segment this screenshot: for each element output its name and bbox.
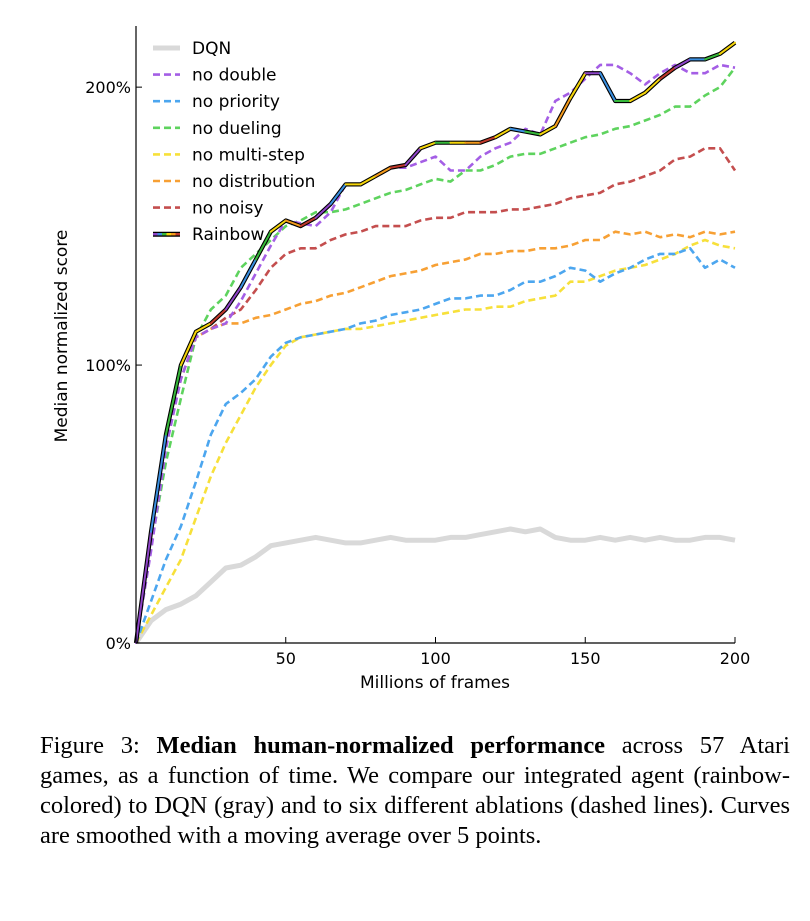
x-tick-label: 150 bbox=[570, 649, 601, 668]
caption-prefix: Figure 3: bbox=[40, 732, 157, 759]
series-segment-rainbow bbox=[554, 97, 572, 128]
figure-caption: Figure 3: Median human-normalized perfor… bbox=[40, 731, 790, 851]
series-segment-rainbow bbox=[314, 202, 332, 219]
y-axis-label: Median normalized score bbox=[52, 230, 72, 443]
series-segment-rainbow bbox=[374, 166, 392, 178]
series-segment-rainbow bbox=[629, 91, 647, 102]
x-tick-label: 200 bbox=[720, 649, 751, 668]
caption-bold: Median human-normalized performance bbox=[156, 732, 606, 759]
series-segment-rainbow bbox=[419, 141, 437, 150]
y-tick-label: 100% bbox=[85, 356, 131, 375]
series-segment-rainbow bbox=[539, 125, 557, 136]
series-segment-rainbow bbox=[135, 530, 152, 644]
series-line-no-distribution bbox=[134, 230, 736, 644]
series-segment-rainbow bbox=[194, 322, 212, 333]
plot-lines bbox=[133, 41, 737, 645]
series-line-no-double bbox=[134, 63, 736, 644]
x-tick-label: 50 bbox=[276, 649, 296, 668]
series-segment-rainbow bbox=[389, 164, 407, 169]
series-segment-rainbow bbox=[644, 77, 662, 94]
series-segment-rainbow bbox=[299, 216, 317, 228]
series-segment-rainbow bbox=[269, 219, 287, 233]
series-segment-rainbow bbox=[524, 130, 542, 136]
series-segment-rainbow bbox=[329, 183, 347, 205]
series-segment-rainbow bbox=[359, 175, 377, 186]
series-segment-rainbow bbox=[239, 258, 257, 289]
series-segment-rainbow bbox=[569, 72, 587, 100]
series-segment-rainbow bbox=[179, 330, 197, 367]
caption-body: across 57 Atari games, as a function of … bbox=[40, 732, 790, 849]
series-segment-rainbow bbox=[674, 58, 692, 69]
series-line-no-multi-step bbox=[134, 238, 736, 644]
series-segment-rainbow bbox=[164, 364, 182, 436]
chart: 50 100 150 200 0% 100% 200% Millions of frames… bbox=[52, 26, 750, 693]
x-tick-label: 100 bbox=[420, 649, 451, 668]
series-segment-rainbow bbox=[704, 52, 721, 61]
series-segment-rainbow bbox=[209, 308, 227, 325]
x-axis-label: Millions of frames bbox=[360, 673, 510, 693]
series-segment-rainbow bbox=[150, 433, 167, 533]
series-segment-rainbow bbox=[404, 147, 422, 166]
series-segment-rainbow bbox=[599, 72, 617, 102]
legend-label-rainbow: Rainbow bbox=[192, 225, 265, 245]
series-segment-rainbow bbox=[479, 136, 497, 144]
series-line-no-priority bbox=[134, 247, 736, 644]
y-tick-label: 0% bbox=[106, 634, 131, 653]
series-segment-rainbow bbox=[659, 66, 677, 80]
legend-label-no-multi-step: no multi-step bbox=[192, 145, 305, 165]
series-segment-rainbow bbox=[719, 41, 736, 55]
legend-label-no-priority: no priority bbox=[192, 92, 280, 112]
y-tick-label: 200% bbox=[85, 78, 131, 97]
legend-label-no-distribution: no distribution bbox=[192, 172, 315, 192]
series-segment-rainbow bbox=[509, 127, 527, 133]
series-segment-rainbow bbox=[284, 219, 302, 228]
legend-label-no-dueling: no dueling bbox=[192, 119, 282, 139]
series-line-dqn bbox=[133, 526, 736, 645]
series-line-no-dueling bbox=[134, 66, 737, 644]
series-segment-rainbow bbox=[494, 127, 512, 139]
ticks: 50 100 150 200 0% 100% 200% bbox=[85, 78, 750, 668]
series-segment-rainbow bbox=[224, 286, 242, 311]
legend-label-no-noisy: no noisy bbox=[192, 199, 263, 219]
legend: DQN no double no priority no dueling no mult… bbox=[153, 39, 315, 245]
legend-label-no-double: no double bbox=[192, 66, 277, 86]
series-segment-rainbow bbox=[254, 230, 272, 261]
legend-label-dqn: DQN bbox=[192, 39, 231, 59]
